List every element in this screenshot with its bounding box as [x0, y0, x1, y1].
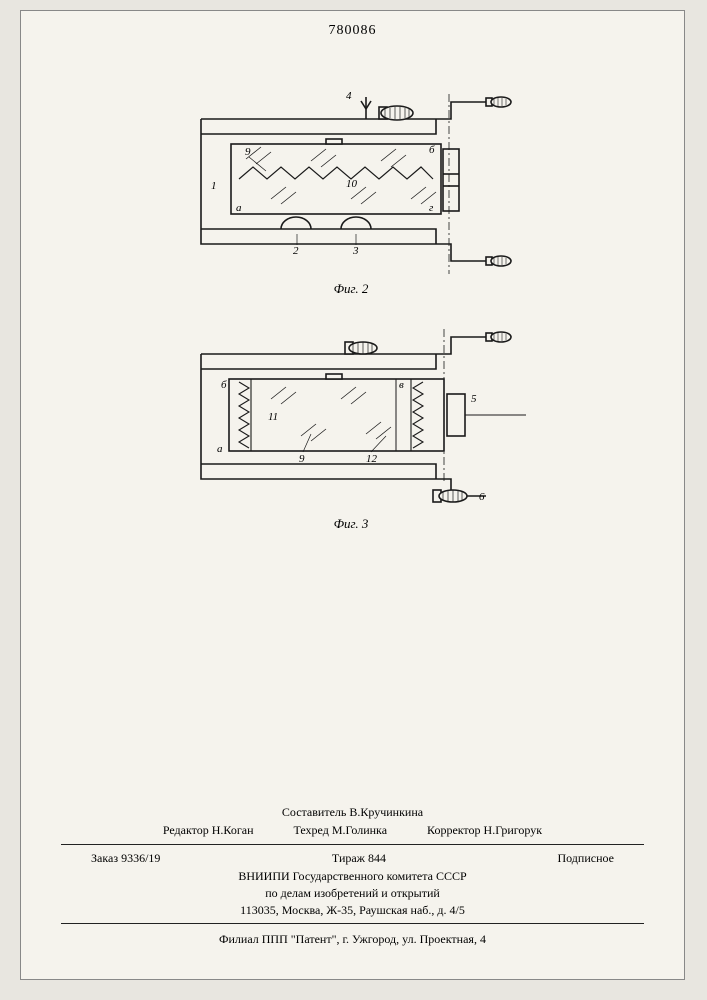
figure-2: 1 9 10 а б г 2 3 4 Фиг. 2 [171, 89, 531, 297]
divider-1 [61, 844, 644, 845]
divider-2 [61, 923, 644, 924]
org1: ВНИИПИ Государственного комитета СССР [21, 868, 684, 885]
tech-cell: Техред М.Голинка [294, 823, 388, 838]
fig2-label-1: 1 [211, 180, 217, 192]
filial: Филиал ППП "Патент", г. Ужгород, ул. Про… [21, 928, 684, 951]
figures-area: 1 9 10 а б г 2 3 4 Фиг. 2 [21, 39, 684, 579]
fig2-label-10: 10 [346, 178, 358, 190]
fig2-label-4: 4 [346, 90, 352, 102]
fig3-label-a: а [217, 443, 223, 455]
figure-3: б а в 11 9 12 5 6 Фиг. 3 [171, 324, 531, 532]
document-number: 780086 [21, 23, 684, 39]
fig3-label-v: в [399, 379, 404, 391]
compiler-row: Составитель В.Кручинкина [21, 804, 684, 821]
fig2-label-b: б [429, 144, 435, 156]
fig2-label-9: 9 [245, 146, 251, 158]
compiler-label: Составитель [282, 805, 346, 819]
org2: по делам изобретений и открытий [21, 885, 684, 902]
page: 780086 [20, 10, 685, 980]
order-cell: Заказ 9336/19 [91, 851, 160, 866]
fig2-label-g: г [429, 202, 434, 214]
fig3-caption: Фиг. 3 [171, 516, 531, 532]
address: 113035, Москва, Ж-35, Раушская наб., д. … [21, 902, 684, 919]
fig3-label-9: 9 [299, 453, 305, 465]
order-row: Заказ 9336/19 Тираж 844 Подписное [21, 849, 684, 868]
fig3-label-11: 11 [268, 411, 278, 423]
fig2-label-2: 2 [293, 245, 299, 257]
fig3-label-5: 5 [471, 393, 477, 405]
print-cell: Тираж 844 [332, 851, 386, 866]
fig2-label-3: 3 [352, 245, 359, 257]
corrector-cell: Корректор Н.Григорук [427, 823, 542, 838]
fig3-label-6: 6 [479, 491, 485, 503]
editor-cell: Редактор Н.Коган [163, 823, 254, 838]
fig3-label-12: 12 [366, 453, 378, 465]
footer-block: Составитель В.Кручинкина Редактор Н.Кога… [21, 804, 684, 951]
fig2-label-a: а [236, 202, 242, 214]
compiler-name: В.Кручинкина [349, 805, 423, 819]
fig3-label-b: б [221, 379, 227, 391]
credits-row: Редактор Н.Коган Техред М.Голинка Коррек… [21, 821, 684, 840]
fig2-caption: Фиг. 2 [171, 281, 531, 297]
sub-cell: Подписное [557, 851, 614, 866]
